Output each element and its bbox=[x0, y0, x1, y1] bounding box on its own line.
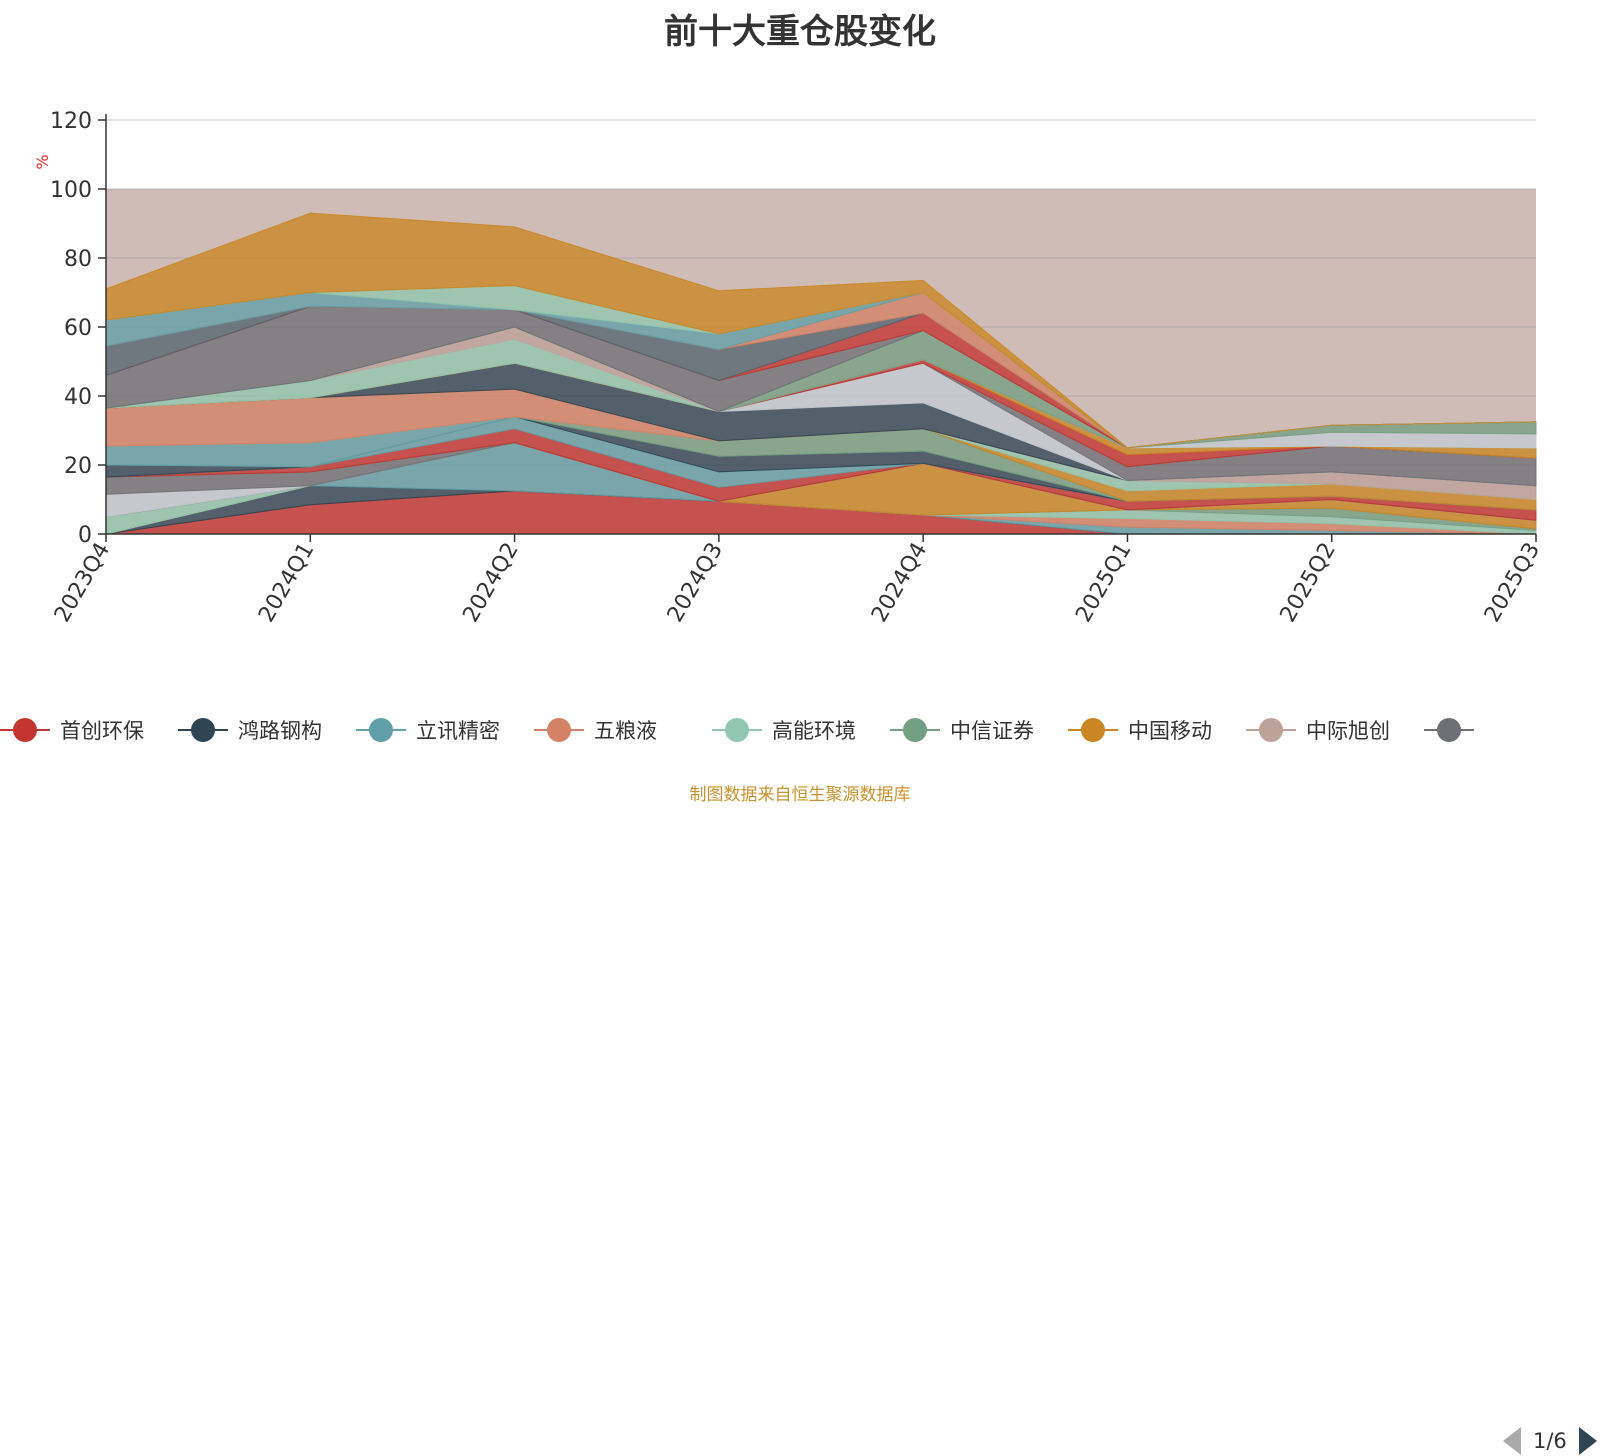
legend-pager: 1/6 bbox=[1503, 1426, 1597, 1456]
legend-marker-icon bbox=[1424, 717, 1474, 743]
legend: 首创环保 鸿路钢构 立讯精密 五粮液 高能环境 中信证券 中国移动 中际旭创 爱美客 1/6 bbox=[0, 710, 1600, 1455]
y-tick-label: 20 bbox=[64, 454, 92, 479]
legend-marker-icon bbox=[178, 717, 228, 743]
y-tick-label: 0 bbox=[78, 523, 92, 548]
x-tick-label: 2023Q4 bbox=[50, 539, 115, 627]
legend-marker-icon bbox=[1068, 717, 1118, 743]
legend-label: 中际旭创 bbox=[1306, 719, 1390, 743]
legend-prev-icon[interactable] bbox=[1503, 1427, 1521, 1455]
legend-label: 中国移动 bbox=[1128, 719, 1212, 743]
legend-label: 中信证券 bbox=[950, 719, 1034, 743]
legend-marker-icon bbox=[534, 717, 584, 743]
chart-title: 前十大重仓股变化 bbox=[664, 12, 936, 52]
x-tick-label: 2024Q4 bbox=[867, 539, 932, 627]
y-tick-label: 60 bbox=[64, 316, 92, 341]
legend-marker-icon bbox=[356, 717, 406, 743]
y-tick-label: 120 bbox=[50, 109, 92, 134]
x-tick-label: 2024Q2 bbox=[458, 539, 523, 627]
area-series-37[interactable] bbox=[105, 212, 1537, 449]
legend-item-5[interactable]: 高能环境 bbox=[712, 710, 856, 750]
legend-label: 立讯精密 bbox=[416, 719, 500, 743]
legend-item-4[interactable]: 五粮液 bbox=[534, 710, 657, 750]
stacked-area-chart: 0 20 40 60 80 100 120 2023Q4 2024Q1 2024Q2 2024Q3 2… bbox=[33, 109, 1545, 627]
y-tick-label: 80 bbox=[64, 247, 92, 272]
x-tick-label: 2025Q1 bbox=[1071, 539, 1136, 627]
legend-label: 首创环保 bbox=[60, 719, 144, 743]
legend-item-6[interactable]: 中信证券 bbox=[890, 710, 1034, 750]
legend-page-indicator: 1/6 bbox=[1533, 1429, 1567, 1453]
legend-item-1[interactable]: 首创环保 bbox=[0, 710, 144, 750]
x-tick-label: 2025Q3 bbox=[1480, 539, 1545, 627]
legend-item-2[interactable]: 鸿路钢构 bbox=[178, 710, 322, 750]
x-tick-label: 2024Q3 bbox=[663, 539, 728, 627]
x-tick-label: 2025Q2 bbox=[1276, 539, 1341, 627]
x-tick-label: 2024Q1 bbox=[254, 539, 319, 627]
legend-label: 鸿路钢构 bbox=[238, 719, 322, 743]
legend-items: 首创环保 鸿路钢构 立讯精密 五粮液 高能环境 中信证券 中国移动 中际旭创 爱美客 bbox=[0, 710, 1480, 750]
y-axis-unit: % bbox=[33, 154, 52, 169]
legend-item-7[interactable]: 中国移动 bbox=[1068, 710, 1212, 750]
source-note: 制图数据来自恒生聚源数据库 bbox=[689, 785, 911, 805]
y-tick-label: 100 bbox=[50, 178, 92, 203]
legend-label: 高能环境 bbox=[772, 719, 856, 743]
legend-label: 五粮液 bbox=[594, 719, 657, 743]
legend-item-9[interactable]: 爱美客 bbox=[1424, 710, 1480, 750]
legend-marker-icon bbox=[890, 717, 940, 743]
legend-marker-icon bbox=[712, 717, 762, 743]
legend-marker-icon bbox=[1246, 717, 1296, 743]
legend-item-3[interactable]: 立讯精密 bbox=[356, 710, 500, 750]
legend-marker-icon bbox=[0, 717, 50, 743]
legend-next-icon[interactable] bbox=[1578, 1427, 1597, 1455]
y-tick-label: 40 bbox=[64, 385, 92, 410]
legend-item-8[interactable]: 中际旭创 bbox=[1246, 710, 1390, 750]
